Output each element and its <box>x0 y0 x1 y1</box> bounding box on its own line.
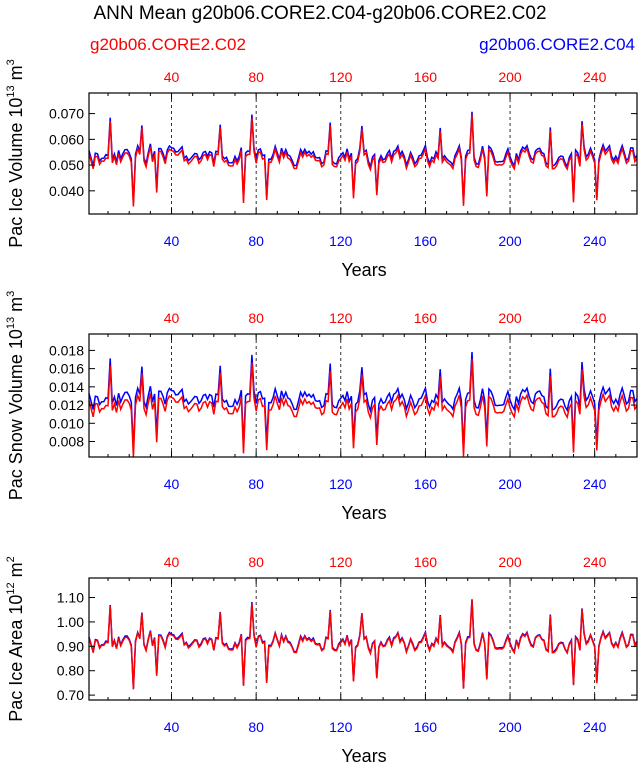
x-tick-label-bottom: 240 <box>583 233 607 249</box>
y-axis-label-exponent: 2 <box>5 556 17 562</box>
x-tick-label-top: 80 <box>248 310 264 326</box>
x-tick-label-top: 160 <box>414 310 438 326</box>
y-axis-label-exponent: 12 <box>5 582 17 594</box>
y-tick-label: 0.014 <box>49 379 84 395</box>
x-axis-label: Years <box>341 260 386 280</box>
y-axis-label: Pac Snow Volume 1013 m3 <box>5 291 26 500</box>
y-axis-label-part: m <box>6 562 26 582</box>
x-tick-label-top: 40 <box>164 310 180 326</box>
y-axis-label-exponent: 13 <box>5 317 17 329</box>
y-tick-label: 1.00 <box>57 614 84 630</box>
y-axis-label-part: Pac Ice Volume 10 <box>6 98 26 248</box>
legend-entry-c02: g20b06.CORE2.C02 <box>90 35 246 54</box>
x-tick-label-bottom: 240 <box>583 476 607 492</box>
y-axis-label-part: Pac Ice Area 10 <box>6 595 26 722</box>
x-tick-label-top: 120 <box>329 69 353 85</box>
y-axis-label: Pac Ice Area 1012 m2 <box>5 556 26 721</box>
x-tick-label-bottom: 80 <box>248 476 264 492</box>
x-tick-label-bottom: 40 <box>164 233 180 249</box>
series-line-c02 <box>88 599 638 690</box>
x-tick-label-top: 40 <box>164 69 180 85</box>
x-tick-label-top: 120 <box>329 554 353 570</box>
x-tick-label-bottom: 40 <box>164 719 180 735</box>
y-tick-label: 0.70 <box>57 687 84 703</box>
y-tick-label: 0.90 <box>57 638 84 654</box>
x-tick-label-bottom: 120 <box>329 719 353 735</box>
x-tick-label-bottom: 200 <box>498 233 522 249</box>
x-tick-label-top: 240 <box>583 310 607 326</box>
x-tick-label-top: 160 <box>414 69 438 85</box>
x-tick-label-bottom: 160 <box>414 719 438 735</box>
y-axis-label-part: Pac Snow Volume 10 <box>6 329 26 500</box>
chart-panel-1: 0.040 0.050 0.060 0.070 40 40 80 80 120 120 160 160… <box>5 59 638 280</box>
x-tick-label-bottom: 120 <box>329 476 353 492</box>
x-tick-label-top: 80 <box>248 69 264 85</box>
x-tick-label-bottom: 200 <box>498 476 522 492</box>
y-axis-label-exponent: 3 <box>5 291 17 297</box>
plot-frame <box>88 92 638 215</box>
x-tick-label-top: 200 <box>498 69 522 85</box>
figure-title: ANN Mean g20b06.CORE2.C04-g20b06.CORE2.C… <box>93 3 546 24</box>
y-tick-label: 0.010 <box>49 415 84 431</box>
x-tick-label-bottom: 120 <box>329 233 353 249</box>
y-axis-label: Pac Ice Volume 1013 m3 <box>5 59 26 247</box>
y-tick-label: 0.050 <box>49 157 84 173</box>
y-axis-label-exponent: 13 <box>5 85 17 97</box>
legend-entry-c04: g20b06.CORE2.C04 <box>479 35 635 54</box>
series-line-c02 <box>88 358 638 458</box>
y-axis-label-exponent: 3 <box>5 59 17 65</box>
x-tick-label-bottom: 160 <box>414 233 438 249</box>
x-tick-label-bottom: 240 <box>583 719 607 735</box>
x-axis-label: Years <box>341 746 386 762</box>
y-axis-label-part: m <box>6 65 26 85</box>
y-tick-label: 0.016 <box>49 361 84 377</box>
chart-panel-2: 0.008 0.010 0.012 0.014 0.016 0.018 40 40 80 80 12… <box>5 291 638 523</box>
x-tick-label-bottom: 40 <box>164 476 180 492</box>
x-tick-label-top: 120 <box>329 310 353 326</box>
x-tick-label-bottom: 200 <box>498 719 522 735</box>
x-tick-label-bottom: 80 <box>248 233 264 249</box>
x-tick-label-top: 160 <box>414 554 438 570</box>
plot-frame <box>88 577 638 701</box>
y-tick-label: 0.060 <box>49 131 84 147</box>
x-tick-label-top: 200 <box>498 310 522 326</box>
y-tick-label: 1.10 <box>57 590 84 606</box>
x-tick-label-top: 240 <box>583 554 607 570</box>
y-tick-label: 0.018 <box>49 342 84 358</box>
x-tick-label-top: 80 <box>248 554 264 570</box>
x-tick-label-bottom: 160 <box>414 476 438 492</box>
x-tick-label-top: 240 <box>583 69 607 85</box>
x-tick-label-top: 40 <box>164 554 180 570</box>
plot-frame <box>88 333 638 458</box>
y-tick-label: 0.070 <box>49 106 84 122</box>
x-axis-label: Years <box>341 503 386 523</box>
y-tick-label: 0.040 <box>49 183 84 199</box>
y-tick-label: 0.012 <box>49 397 84 413</box>
chart-panel-3: 0.70 0.80 0.90 1.00 1.10 40 40 80 80 120 120 160 160… <box>5 554 638 762</box>
y-tick-label: 0.008 <box>49 434 84 450</box>
x-tick-label-top: 200 <box>498 554 522 570</box>
series-line-c02 <box>88 114 638 207</box>
x-tick-label-bottom: 80 <box>248 719 264 735</box>
y-axis-label-part: m <box>6 297 26 317</box>
y-tick-label: 0.80 <box>57 663 84 679</box>
